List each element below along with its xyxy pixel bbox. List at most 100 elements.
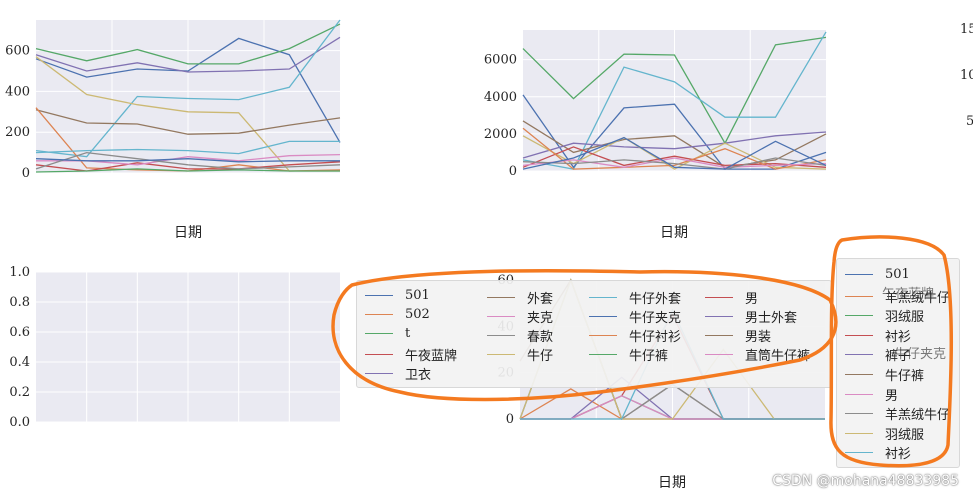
legend-label: 羽绒服 <box>885 310 925 326</box>
legend-item: 羽绒服 <box>845 306 924 325</box>
legend-swatch <box>589 354 617 355</box>
legend-main: 501 502 t 午夜蓝牌卫衣 外套夹克春款 牛仔 牛仔外套牛仔夹克牛仔衬衫牛仔裤 男男士外… <box>356 280 832 388</box>
legend-swatch <box>705 354 733 355</box>
legend-label: 直筒牛仔裤 <box>745 349 811 364</box>
legend-item: 牛仔外套 <box>589 288 681 307</box>
y-tick-label: 0 <box>509 164 517 179</box>
legend-swatch <box>589 335 617 336</box>
legend-label: 羊羔绒牛仔 <box>885 408 951 424</box>
x-axis-label-top-right: 日期 <box>660 225 688 241</box>
legend-item: 男装 <box>705 326 771 345</box>
legend-item: 直筒牛仔裤 <box>705 345 810 364</box>
chart-bottom-left: 0.0 0.2 0.4 0.6 0.8 1.0 <box>9 265 340 430</box>
legend-item: 牛仔衬衫 <box>589 326 681 345</box>
legend-swatch <box>845 432 873 434</box>
series-line-12 <box>35 168 340 173</box>
legend-item: 衬衫 <box>845 326 911 345</box>
legend-label: 501 <box>885 267 910 282</box>
legend-label: 外套 <box>527 292 554 307</box>
legend-swatch <box>845 295 873 297</box>
plot-area: 0 200 400 600 <box>5 19 341 181</box>
legend-swatch <box>845 354 873 356</box>
legend-swatch <box>705 316 733 317</box>
legend-label: 牛仔夹克 <box>629 311 682 326</box>
legend-label: 男 <box>885 388 899 404</box>
legend-label: 午夜蓝牌 <box>405 349 458 364</box>
legend-label: 春款 <box>527 330 554 345</box>
legend-item: 羊羔绒牛仔 <box>845 404 950 423</box>
legend-item: 牛仔 <box>487 345 553 364</box>
legend-item: t <box>365 326 410 341</box>
legend-item: 午夜蓝牌 <box>365 345 457 364</box>
legend-item: 牛仔裤 <box>845 365 924 384</box>
legend-swatch <box>487 354 515 355</box>
y-tick-label: 0.4 <box>9 355 30 370</box>
series-line-1 <box>35 23 341 65</box>
series-line-9 <box>522 157 827 170</box>
legend-swatch <box>365 314 393 315</box>
chart-top-left: 0 200 400 600 <box>5 19 341 181</box>
legend-label: 男 <box>745 292 759 307</box>
overlap-label-2: 牛仔夹克 <box>894 347 947 362</box>
y-tick-label: 200 <box>5 125 30 140</box>
series-line-4 <box>522 131 827 159</box>
y-tick-label: 2000 <box>484 127 517 142</box>
y-tick-label: 0 <box>506 412 514 427</box>
plot-area: 0 2000 4000 6000 <box>484 30 827 179</box>
legend-item: 男士外套 <box>705 307 797 326</box>
x-axis-label-bottom-right: 日期 <box>658 475 686 491</box>
legend-swatch <box>365 354 393 355</box>
y-tick-label: 0.6 <box>9 325 30 340</box>
series-line-10 <box>35 158 340 163</box>
series-line-2 <box>35 36 341 73</box>
plot-area: 0.0 0.2 0.4 0.6 0.8 1.0 <box>9 265 340 430</box>
legend-item: 外套 <box>487 288 553 307</box>
x-axis-label-top-left: 日期 <box>174 225 202 241</box>
legend-swatch <box>487 316 515 317</box>
series-line-5 <box>35 109 341 135</box>
legend-item: 衬衫 <box>845 443 911 462</box>
legend-swatch <box>487 335 515 336</box>
legend-item: 502 <box>365 307 430 322</box>
chart-top-right: 0 2000 4000 6000 <box>484 30 827 179</box>
legend-item: 牛仔夹克 <box>589 307 681 326</box>
y-tick-label: 6000 <box>484 53 517 68</box>
series-line-0 <box>522 36 827 145</box>
legend-item: 牛仔裤 <box>589 345 668 364</box>
legend-item: 男 <box>705 288 758 307</box>
legend-label: 501 <box>405 288 430 303</box>
legend-label: 卫衣 <box>405 368 432 383</box>
cut-off-tick-2: 10 <box>960 68 973 83</box>
legend-item: 501 <box>845 267 910 282</box>
legend-item: 羽绒服 <box>845 424 924 443</box>
cut-off-tick-1: 15 <box>960 22 973 37</box>
legend-swatch <box>487 297 515 298</box>
legend-item: 春款 <box>487 326 553 345</box>
legend-label: 男士外套 <box>745 311 798 326</box>
legend-label: 衬衫 <box>885 447 912 463</box>
legend-swatch <box>845 374 873 375</box>
y-tick-label: 4000 <box>484 90 517 105</box>
series-line-3 <box>35 19 341 158</box>
legend-label: 男装 <box>745 330 772 345</box>
legend-swatch <box>365 333 393 334</box>
legend-swatch <box>845 334 873 336</box>
legend-label: 牛仔衬衫 <box>629 330 682 345</box>
legend-swatch <box>845 393 873 395</box>
y-tick-label: 0.8 <box>9 295 30 310</box>
legend-swatch <box>705 297 733 298</box>
y-tick-label: 0 <box>22 166 30 181</box>
legend-swatch <box>589 297 617 298</box>
y-tick-label: 0.0 <box>9 415 30 430</box>
legend-item: 夹克 <box>487 307 553 326</box>
series-line-6 <box>522 146 827 168</box>
series-line-11 <box>35 140 340 155</box>
y-tick-label: 0.2 <box>9 385 30 400</box>
legend-label: 夹克 <box>527 311 554 326</box>
legend-item: 男 <box>845 385 898 404</box>
legend-swatch <box>365 295 393 296</box>
series-line-9 <box>35 151 341 170</box>
y-tick-label: 400 <box>5 84 30 99</box>
legend-label: 牛仔裤 <box>629 349 669 364</box>
cut-off-tick-3: 5 <box>966 114 973 129</box>
